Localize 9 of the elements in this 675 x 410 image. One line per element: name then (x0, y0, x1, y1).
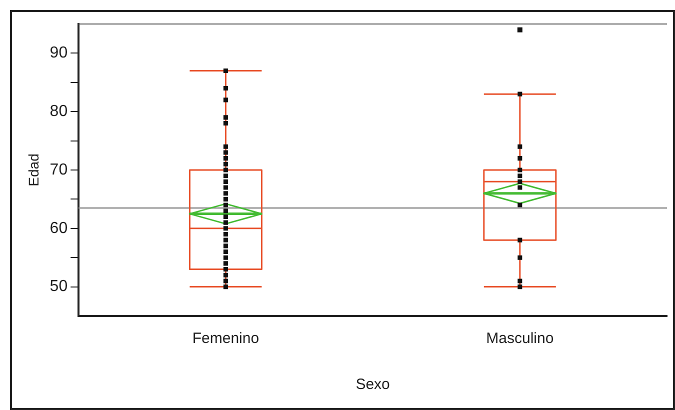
y-tick-label: 50 (50, 278, 68, 296)
y-tick-label: 90 (50, 44, 68, 62)
x-axis-title: Sexo (356, 376, 390, 394)
x-tick-label: Femenino (192, 330, 260, 348)
y-tick-label: 60 (50, 220, 68, 237)
y-tick-label: 80 (50, 103, 68, 120)
x-tick-label: Masculino (486, 330, 554, 348)
y-axis-title: Edad (25, 154, 42, 186)
y-tick-label: 70 (50, 161, 68, 178)
